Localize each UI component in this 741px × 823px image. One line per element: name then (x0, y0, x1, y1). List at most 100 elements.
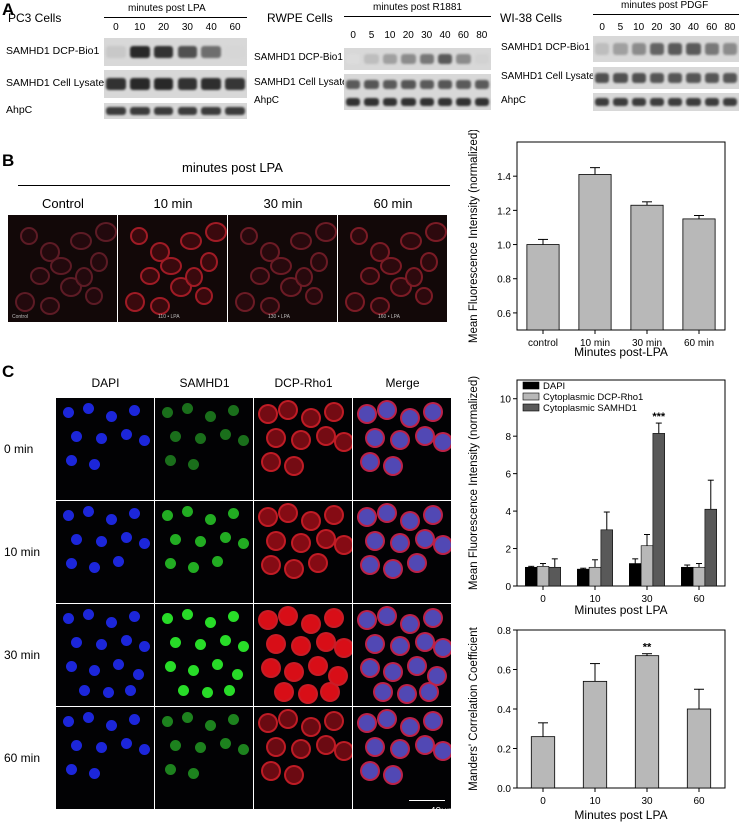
cell-blob (102, 686, 114, 698)
cell-blob (383, 456, 403, 476)
panel-c-micrograph (353, 501, 451, 603)
blot-2-lane-label: 40 (687, 22, 699, 33)
y-tick-label: 8 (505, 432, 511, 443)
legend-swatch (522, 381, 540, 390)
cell-blob (370, 297, 390, 315)
cell-blob (138, 537, 150, 549)
cell-blob (278, 400, 298, 420)
cell-blob (194, 638, 206, 650)
blot-band (456, 98, 471, 106)
cell-blob (415, 632, 435, 652)
x-axis-label: Minutes post LPA (574, 603, 667, 617)
cell-blob (316, 735, 336, 755)
cell-blob (377, 606, 397, 626)
y-tick-label: 10 (500, 395, 512, 406)
blot-0-row-label: SAMHD1 Cell Lysate (6, 77, 105, 89)
cell-blob (334, 535, 352, 555)
cell-blob (237, 537, 249, 549)
cell-blob (95, 535, 107, 547)
panel-b-micrograph: 110 • LPA (118, 215, 227, 322)
panel-c-micrograph (254, 398, 352, 500)
cell-blob (105, 410, 117, 422)
x-tick-label: 0 (540, 594, 546, 605)
cell-blob (169, 533, 181, 545)
blot-2-lane-label: 30 (669, 22, 681, 33)
blot-band (153, 45, 174, 59)
cell-blob (161, 406, 173, 418)
blot-band (668, 97, 683, 107)
panel-c-micrograph (56, 604, 154, 706)
cell-blob (227, 507, 239, 519)
y-axis-label: Mean Fluorescence Intensity (normalized) (468, 376, 480, 590)
cell-blob (400, 232, 422, 250)
blot-0-row-label: SAMHD1 DCP-Bio1 (6, 45, 100, 57)
cell-blob (120, 634, 132, 646)
legend-label: DAPI (543, 381, 565, 392)
x-tick-label: 10 (589, 594, 601, 605)
cell-blob (125, 292, 145, 312)
cell-blob (260, 297, 280, 315)
cell-blob (324, 402, 344, 422)
blot-band (201, 77, 222, 91)
cell-blob (105, 719, 117, 731)
bar (582, 680, 608, 789)
legend-label: Cytoplasmic SAMHD1 (543, 403, 637, 414)
blot-2-lane-label: 20 (651, 22, 663, 33)
cell-blob (425, 222, 447, 242)
cell-blob (350, 227, 368, 245)
blot-1-row-strip (344, 74, 491, 94)
legend-swatch (522, 403, 540, 412)
cell-blob (181, 402, 193, 414)
cell-blob (164, 660, 176, 672)
blot-band (649, 73, 664, 83)
cell-blob (164, 454, 176, 466)
cell-blob (390, 739, 410, 759)
bar (525, 566, 538, 587)
cell-blob (82, 505, 94, 517)
cell-blob (181, 505, 193, 517)
blot-2-lane-label: 60 (706, 22, 718, 33)
bar (681, 566, 694, 587)
cell-blob (433, 535, 451, 555)
cell-blob (316, 426, 336, 446)
panel-c-micrograph (56, 707, 154, 809)
cell-blob (258, 713, 278, 733)
y-tick-label: 0.6 (497, 309, 511, 320)
x-tick-label: 60 (693, 594, 705, 605)
bar (600, 529, 613, 587)
cell-blob (373, 682, 393, 702)
cell-blob (377, 400, 397, 420)
x-tick-label: control (528, 338, 558, 349)
blot-band (177, 45, 198, 59)
cell-blob (305, 287, 323, 305)
panel-c-column-label: SAMHD1 (179, 376, 230, 390)
blot-0-lane-label: 30 (181, 22, 193, 33)
blot-band (595, 97, 610, 107)
panel-c-micrograph (56, 501, 154, 603)
cell-blob (187, 561, 199, 573)
cell-blob (345, 292, 365, 312)
cell-blob (211, 555, 223, 567)
cell-blob (138, 434, 150, 446)
blot-band (456, 54, 471, 64)
cell-blob (95, 432, 107, 444)
cell-blob (219, 531, 231, 543)
blot-1-lane-label: 20 (402, 30, 414, 41)
cell-blob (70, 430, 82, 442)
cell-blob (365, 531, 385, 551)
panel-b-letter: B (2, 151, 15, 170)
cell-blob (284, 765, 304, 785)
blot-band (419, 54, 434, 64)
panel-c-micrograph (155, 398, 253, 500)
cell-blob (219, 634, 231, 646)
blot-0-header: minutes post LPA (128, 3, 206, 14)
cell-blob (194, 741, 206, 753)
cell-blob (308, 553, 328, 573)
cell-blob (88, 458, 100, 470)
blot-1-header: minutes post R1881 (373, 2, 462, 13)
cell-blob (187, 664, 199, 676)
panel-b-header: minutes post LPA (182, 160, 283, 175)
blot-band (668, 73, 683, 83)
blot-2-header-rule (593, 14, 739, 15)
legend-label: Cytoplasmic DCP-Rho1 (543, 392, 643, 403)
